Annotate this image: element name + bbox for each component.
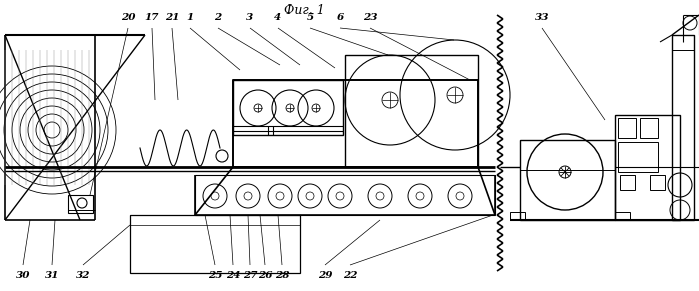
Text: 23: 23 [363,13,377,22]
Text: 32: 32 [75,271,90,279]
Bar [650,175,665,190]
Bar [68,195,93,213]
Bar [233,80,478,167]
Bar [672,35,694,220]
Text: 22: 22 [343,271,357,279]
Bar [672,35,694,50]
Bar [620,175,635,190]
Bar [618,118,636,138]
Text: 28: 28 [275,271,289,279]
Text: 33: 33 [535,13,549,22]
Text: 17: 17 [145,13,159,22]
Bar [520,140,615,170]
Bar [510,212,525,220]
Text: 31: 31 [45,271,59,279]
Text: 4: 4 [275,13,282,22]
Text: 25: 25 [208,271,222,279]
Text: 26: 26 [258,271,272,279]
Bar [615,115,680,220]
Text: 20: 20 [121,13,135,22]
Bar [233,80,343,135]
Text: 21: 21 [165,13,179,22]
Bar [130,215,300,225]
Text: 2: 2 [215,13,222,22]
Text: Фиг. 1: Фиг. 1 [284,4,324,17]
Bar [195,175,495,215]
Bar [520,140,615,220]
Bar [345,55,478,167]
Text: 1: 1 [187,13,194,22]
Text: 3: 3 [246,13,254,22]
Text: 29: 29 [318,271,332,279]
Text: 30: 30 [16,271,30,279]
Text: 6: 6 [336,13,344,22]
Bar [130,215,300,273]
Text: 5: 5 [306,13,314,22]
Bar [615,212,630,220]
Bar [640,118,658,138]
Text: 27: 27 [243,271,257,279]
Text: 24: 24 [226,271,240,279]
Bar [618,142,658,172]
